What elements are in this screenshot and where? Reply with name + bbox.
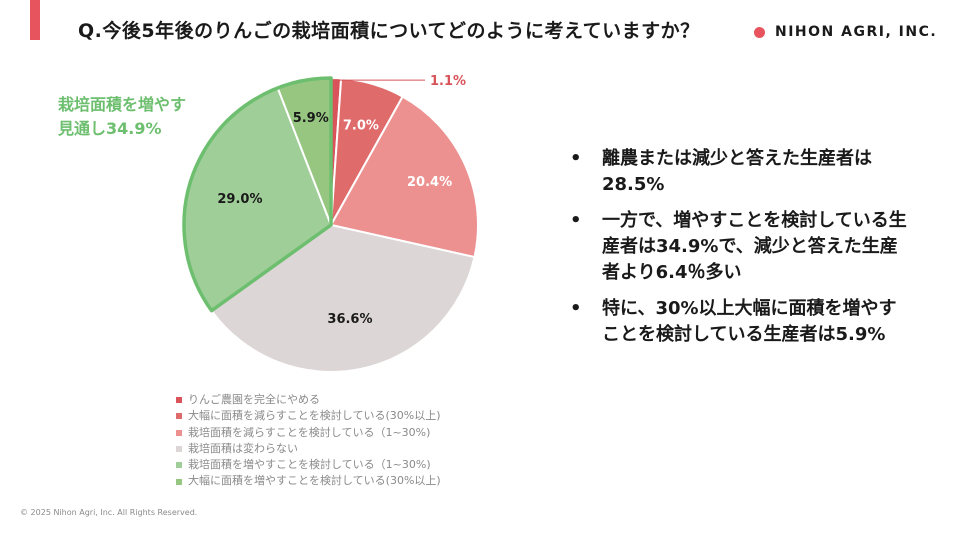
legend-label: りんご農園を完全にやめる [188,393,320,406]
data-label: 5.9% [293,111,329,126]
increase-callout: 栽培面積を増やす 見通し34.9% [58,93,186,141]
legend-label: 大幅に面積を減らすことを検討している(30%以上) [188,409,441,423]
finding-text: 離農または減少と答えた生産者は28.5% [602,148,872,195]
legend-item: 大幅に面積を増やすことを検討している(30%以上) [176,473,441,489]
bullet-icon: • [570,210,582,231]
data-label: 1.1% [430,74,466,89]
chart-legend: りんご農園を完全にやめる 大幅に面積を減らすことを検討している(30%以上) 栽… [176,392,441,490]
copyright-notice: © 2025 Nihon Agri, Inc. All Rights Reser… [20,508,198,517]
legend-label: 栽培面積を増やすことを検討している（1~30%) [188,458,431,472]
key-findings-list: • 離農または減少と答えた生産者は28.5% • 一方で、増やすことを検討している生… [570,146,910,358]
legend-swatch [176,413,182,420]
title-accent-bar [30,0,40,40]
data-label: 36.6% [327,312,372,327]
pie-slice [329,95,479,259]
logo-dot-icon [754,26,765,38]
legend-item: りんご農園を完全にやめる [176,392,441,408]
pie-slice [210,223,476,373]
legend-item: 栽培面積を増やすことを検討している（1~30%) [176,457,441,473]
legend-item: 栽培面積を減らすことを検討している（1~30%) [176,425,441,441]
increase-callout-line-1: 栽培面積を増やす [58,95,187,114]
finding-item: • 一方で、増やすことを検討している生産者は34.9%で、減少と答えた生産者より6… [570,208,910,286]
legend-swatch [176,429,182,436]
data-label: 7.0% [343,118,379,133]
data-label: 29.0% [217,192,262,207]
page-title: Q.今後5年後のりんごの栽培面積についてどのように考えていますか？ [78,20,700,42]
legend-item: 大幅に面積を減らすことを検討している(30%以上) [176,408,441,424]
finding-text: 一方で、増やすことを検討している生産者は34.9%で、減少と答えた生産者より6.… [602,210,907,283]
legend-swatch [176,462,182,469]
increase-callout-line-2: 見通し34.9% [58,119,162,138]
bullet-icon: • [570,298,582,319]
finding-text: 特に、30%以上大幅に面積を増やすことを検討している生産者は5.9% [602,298,897,345]
legend-swatch [176,397,182,404]
logo-text: NIHON AGRI, INC. [775,24,938,40]
legend-label: 大幅に面積を増やすことを検討している(30%以上) [188,474,441,488]
company-logo: NIHON AGRI, INC. [754,24,937,40]
legend-label: 栽培面積は変わらない [188,441,298,455]
data-label: 20.4% [407,175,452,190]
legend-swatch [176,478,182,485]
legend-label: 栽培面積を減らすことを検討している（1~30%) [188,425,431,439]
finding-item: • 特に、30%以上大幅に面積を増やすことを検討している生産者は5.9% [570,296,910,348]
finding-item: • 離農または減少と答えた生産者は28.5% [570,146,910,198]
legend-swatch [176,446,182,453]
bullet-icon: • [570,148,582,169]
legend-item: 栽培面積は変わらない [176,441,441,457]
increase-highlight-outline [182,76,333,313]
